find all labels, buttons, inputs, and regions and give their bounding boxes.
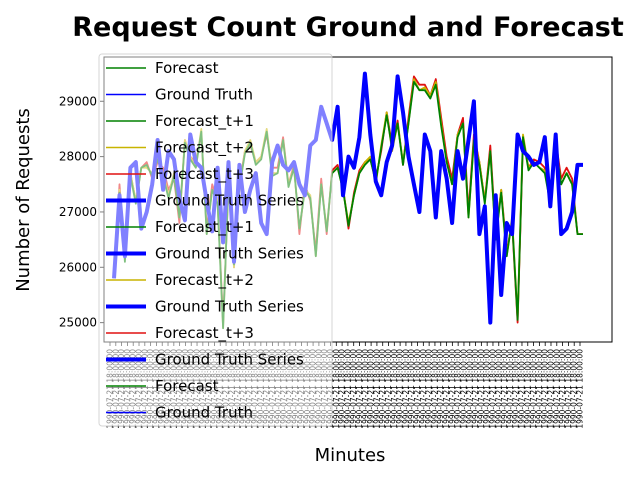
x-tick-label: 1990-07-21 18:00:00 bbox=[500, 349, 509, 429]
x-tick-label: 1990-07-21 18:00:00 bbox=[390, 349, 399, 429]
legend-label: Forecast_t+2 bbox=[155, 271, 254, 290]
legend-label: Ground Truth bbox=[155, 404, 253, 422]
x-tick-label: 1990-07-21 18:00:00 bbox=[332, 349, 341, 429]
x-tick-label: 1990-07-21 18:00:00 bbox=[576, 349, 585, 429]
x-tick-label: 1990-07-21 18:00:00 bbox=[454, 349, 463, 429]
x-tick-label: 1990-07-21 18:00:00 bbox=[343, 349, 352, 429]
x-tick-label: 1990-07-21 18:00:00 bbox=[413, 349, 422, 429]
legend-label: Forecast_t+3 bbox=[155, 165, 254, 184]
y-axis-label: Number of Requests bbox=[13, 108, 34, 292]
x-tick-label: 1990-07-21 18:00:00 bbox=[529, 349, 538, 429]
chart-title: Request Count Ground and Forecast bbox=[72, 12, 624, 43]
x-tick-label: 1990-07-21 18:00:00 bbox=[367, 349, 376, 429]
y-tick-label: 27000 bbox=[59, 205, 97, 219]
x-tick-label: 1990-07-21 18:00:00 bbox=[384, 349, 393, 429]
y-axis: 25000 26000 27000 28000 29000 bbox=[59, 94, 104, 330]
x-tick-label: 1990-07-21 18:00:00 bbox=[506, 349, 515, 429]
x-tick-label: 1990-07-21 18:00:00 bbox=[355, 349, 364, 429]
x-tick-label: 1990-07-21 18:00:00 bbox=[512, 349, 521, 429]
x-tick-label: 1990-07-21 18:00:00 bbox=[372, 349, 381, 429]
x-tick-label: 1990-07-21 18:00:00 bbox=[483, 349, 492, 429]
legend-label: Forecast_t+1 bbox=[155, 112, 254, 131]
legend-label: Forecast_t+1 bbox=[155, 218, 254, 237]
x-tick-label: 1990-07-21 18:00:00 bbox=[349, 349, 358, 429]
x-tick-label: 1990-07-21 18:00:00 bbox=[419, 349, 428, 429]
x-tick-label: 1990-07-21 18:00:00 bbox=[494, 349, 503, 429]
legend-label: Ground Truth Series bbox=[155, 351, 304, 369]
x-tick-label: 1990-07-21 18:00:00 bbox=[477, 349, 486, 429]
x-tick-label: 1990-07-21 18:00:00 bbox=[430, 349, 439, 429]
x-tick-label: 1990-07-21 18:00:00 bbox=[425, 349, 434, 429]
x-tick-label: 1990-07-21 18:00:00 bbox=[564, 349, 573, 429]
x-tick-label: 1990-07-21 18:00:00 bbox=[396, 349, 405, 429]
x-tick-label: 1990-07-21 18:00:00 bbox=[436, 349, 445, 429]
y-tick-label: 25000 bbox=[59, 316, 97, 330]
x-tick-label: 1990-07-21 18:00:00 bbox=[541, 349, 550, 429]
x-axis-label: Minutes bbox=[315, 445, 386, 466]
x-tick-label: 1990-07-21 18:00:00 bbox=[465, 349, 474, 429]
x-tick-label: 1990-07-21 18:00:00 bbox=[442, 349, 451, 429]
x-tick-label: 1990-07-21 18:00:00 bbox=[547, 349, 556, 429]
x-tick-label: 1990-07-21 18:00:00 bbox=[489, 349, 498, 429]
x-tick-label: 1990-07-21 18:00:00 bbox=[378, 349, 387, 429]
x-tick-label: 1990-07-21 18:00:00 bbox=[552, 349, 561, 429]
legend-label: Ground Truth Series bbox=[155, 192, 304, 210]
x-tick-label: 1990-07-21 18:00:00 bbox=[448, 349, 457, 429]
legend-box bbox=[98, 53, 333, 427]
x-tick-label: 1990-07-21 18:00:00 bbox=[460, 349, 469, 429]
legend-label: Forecast bbox=[155, 59, 219, 77]
x-tick-label: 1990-07-21 18:00:00 bbox=[535, 349, 544, 429]
legend-label: Ground Truth bbox=[155, 86, 253, 104]
x-tick-label: 1990-07-21 18:00:00 bbox=[518, 349, 527, 429]
x-tick-label: 1990-07-21 18:00:00 bbox=[407, 349, 416, 429]
x-tick-label: 1990-07-21 18:00:00 bbox=[570, 349, 579, 429]
x-tick-label: 1990-07-21 18:00:00 bbox=[338, 349, 347, 429]
y-tick-label: 29000 bbox=[59, 94, 97, 108]
y-tick-label: 28000 bbox=[59, 150, 97, 164]
legend-label: Ground Truth Series bbox=[155, 245, 304, 263]
legend-label: Forecast_t+2 bbox=[155, 139, 254, 158]
x-tick-label: 1990-07-21 18:00:00 bbox=[471, 349, 480, 429]
legend-label: Forecast bbox=[155, 377, 219, 395]
x-tick-label: 1990-07-21 18:00:00 bbox=[558, 349, 567, 429]
x-tick-label: 1990-07-21 18:00:00 bbox=[523, 349, 532, 429]
legend-label: Ground Truth Series bbox=[155, 298, 304, 316]
x-tick-label: 1990-07-21 18:00:00 bbox=[361, 349, 370, 429]
x-tick-label: 1990-07-21 18:00:00 bbox=[401, 349, 410, 429]
legend: Forecast Ground Truth Forecast_t+1 Forecast… bbox=[98, 53, 333, 427]
legend-label: Forecast_t+3 bbox=[155, 324, 254, 343]
y-tick-label: 26000 bbox=[59, 260, 97, 274]
